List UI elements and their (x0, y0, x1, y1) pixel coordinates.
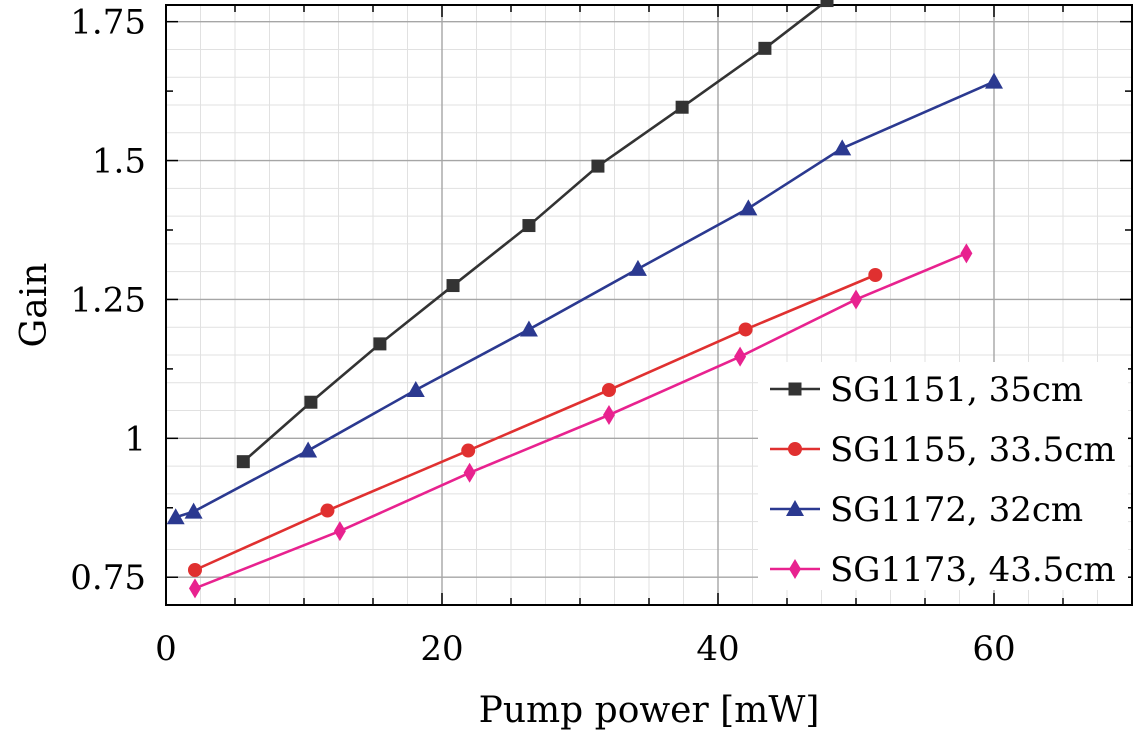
y-tick-label: 1.25 (70, 280, 146, 320)
data-point (166, 508, 185, 525)
y-tick-label: 1.5 (92, 142, 146, 182)
data-point (833, 139, 852, 156)
legend-label: SG1172, 32cm (830, 490, 1083, 530)
legend: SG1151, 35cm SG1155, 33.5cm SG1172, 32cm SG… (758, 362, 1128, 590)
series-sg1173-43-5cm (188, 243, 973, 599)
data-point (184, 502, 203, 519)
data-point (519, 320, 538, 337)
legend-marker (788, 382, 802, 396)
data-point (591, 159, 605, 173)
legend-label: SG1151, 35cm (830, 370, 1083, 410)
x-tick-label: 40 (696, 629, 739, 669)
data-point (601, 383, 616, 397)
series-sg1151-35cm (236, 0, 834, 469)
y-tick-label: 1 (124, 419, 146, 459)
legend-background (758, 362, 1128, 590)
data-point (738, 322, 753, 337)
y-axis-title: Gain (14, 263, 55, 348)
data-point (602, 405, 615, 425)
data-point (188, 578, 201, 599)
data-point (461, 443, 476, 458)
legend-item: SG1172, 32cm (770, 490, 1083, 530)
legend-item: SG1173, 43.5cm (770, 550, 1116, 590)
series-layer (166, 0, 1003, 599)
data-point (850, 289, 862, 310)
data-point (960, 243, 973, 264)
data-point (734, 346, 747, 367)
y-tick-label: 1.75 (70, 3, 146, 43)
legend-item: SG1155, 33.5cm (770, 430, 1116, 470)
legend-label: SG1173, 43.5cm (830, 550, 1116, 590)
data-point (446, 279, 460, 293)
x-tick-label: 20 (420, 629, 463, 669)
data-point (333, 521, 346, 542)
data-point (299, 441, 318, 458)
x-axis-title: Pump power [mW] (479, 690, 820, 731)
legend-marker (789, 559, 801, 579)
data-point (522, 219, 536, 233)
data-point (985, 72, 1003, 89)
series-line (194, 273, 876, 572)
legend-marker (788, 442, 802, 456)
legend-marker (786, 500, 804, 516)
series-sg1172-32cm (166, 72, 1003, 525)
data-point (820, 0, 834, 8)
data-point (739, 199, 758, 216)
data-point (675, 100, 689, 114)
data-point (463, 462, 476, 483)
data-point (304, 395, 318, 409)
data-point (758, 41, 772, 55)
data-point (406, 381, 425, 397)
tick-labels: 0 20 40 60 0.75 1 1.25 1.5 1.75 (70, 3, 1015, 669)
legend-item: SG1151, 35cm (770, 370, 1083, 410)
data-point (373, 337, 387, 351)
data-point (187, 563, 202, 577)
data-point (320, 503, 335, 518)
data-point (236, 455, 250, 469)
y-tick-label: 0.75 (70, 558, 146, 598)
legend-label: SG1155, 33.5cm (830, 430, 1116, 470)
series-sg1155-33-5cm (187, 268, 883, 577)
data-point (868, 268, 883, 282)
data-point (628, 259, 647, 276)
x-tick-label: 0 (155, 629, 177, 669)
x-tick-label: 60 (972, 629, 1015, 669)
